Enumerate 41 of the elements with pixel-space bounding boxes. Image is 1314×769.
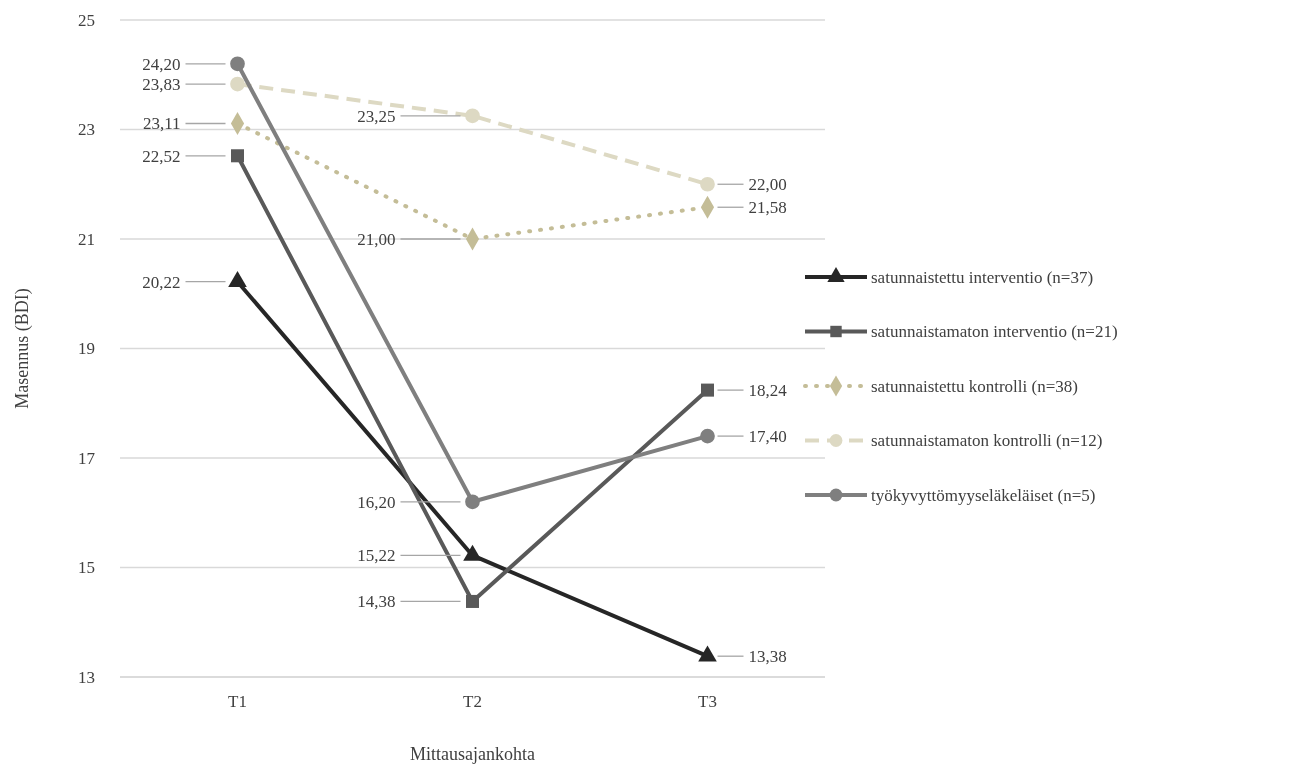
y-tick-label: 17 bbox=[78, 448, 96, 468]
y-tick-label: 23 bbox=[78, 120, 95, 140]
point bbox=[230, 56, 245, 72]
point bbox=[465, 108, 480, 124]
y-tick-label: 19 bbox=[78, 339, 95, 359]
point bbox=[465, 594, 480, 608]
point bbox=[230, 76, 245, 92]
point bbox=[465, 494, 480, 510]
data-label: 23,11 bbox=[142, 114, 181, 134]
data-label: 22,52 bbox=[142, 146, 181, 166]
legend-label: satunnaistamaton interventio (n=21) bbox=[871, 322, 1118, 342]
data-label: 17,40 bbox=[748, 427, 787, 447]
y-tick-label: 21 bbox=[78, 229, 95, 249]
legend-label: satunnaistettu kontrolli (n=38) bbox=[871, 376, 1078, 396]
data-label: 15,22 bbox=[357, 546, 396, 566]
point bbox=[230, 149, 245, 163]
data-label: 22,00 bbox=[748, 175, 787, 195]
data-label: 13,38 bbox=[748, 647, 787, 667]
data-label: 21,58 bbox=[748, 198, 787, 218]
data-label: 21,00 bbox=[357, 229, 396, 249]
data-label: 23,83 bbox=[142, 75, 181, 95]
x-tick-label: T2 bbox=[463, 692, 482, 711]
y-tick-label: 25 bbox=[78, 10, 95, 30]
x-tick-label: T3 bbox=[698, 692, 717, 711]
x-axis-title: Mittausajankohta bbox=[410, 744, 535, 764]
data-label: 14,38 bbox=[357, 592, 396, 612]
legend-label: työkyvyttömyyseläkeläiset (n=5) bbox=[871, 485, 1096, 505]
data-label: 16,20 bbox=[357, 492, 396, 512]
legend-label: satunnaistamaton kontrolli (n=12) bbox=[871, 431, 1103, 451]
point bbox=[700, 176, 715, 192]
y-axis-title: Masennus (BDI) bbox=[12, 288, 33, 409]
legend-label: satunnaistettu interventio (n=37) bbox=[871, 267, 1094, 287]
data-label: 23,25 bbox=[357, 106, 396, 126]
y-tick-label: 13 bbox=[78, 667, 95, 687]
x-tick-label: T1 bbox=[228, 692, 247, 711]
data-label: 20,22 bbox=[142, 272, 181, 292]
point bbox=[700, 383, 715, 397]
data-label: 18,24 bbox=[748, 381, 788, 401]
data-label: 24,20 bbox=[142, 54, 181, 74]
point bbox=[700, 428, 715, 444]
y-tick-label: 15 bbox=[78, 558, 95, 578]
